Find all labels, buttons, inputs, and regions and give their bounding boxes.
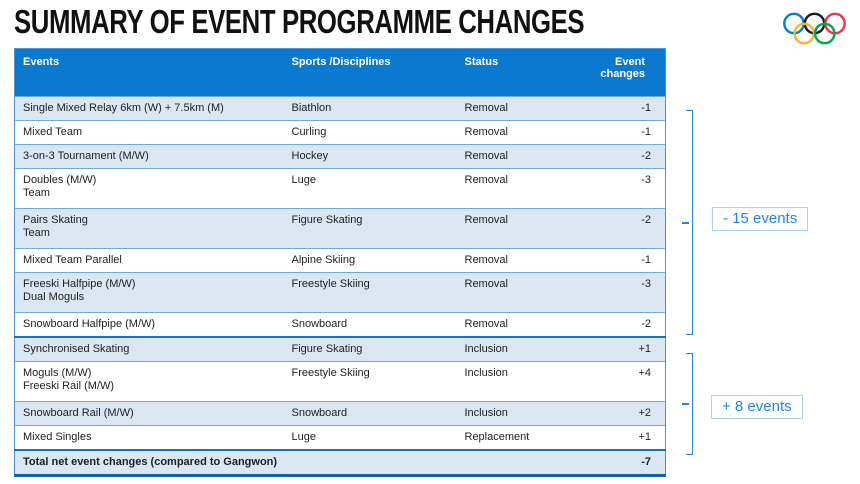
total-row: Total net event changes (compared to Gan… [14,450,666,476]
event-name-line: Dual Moguls [23,291,85,303]
event-name-line: Synchronised Skating [23,343,130,355]
sport-cell: Freestyle Skiing [283,361,457,402]
status-cell: Removal [456,312,567,337]
sport-cell: Snowboard [283,401,457,426]
total-label-cell: Total net event changes (compared to Gan… [14,450,567,476]
table-row: Doubles (M/W) Team Luge Removal -3 [14,168,666,209]
event-name-line: Snowboard Halfpipe (M/W) [23,318,156,330]
change-cell: -1 [566,248,666,273]
event-name-line: 3-on-3 Tournament (M/W) [23,150,149,162]
event-cell: Doubles (M/W) Team [14,168,284,209]
change-cell: -2 [566,312,666,337]
table-row: Pairs Skating Team Figure Skating Removal -2 [14,208,666,249]
status-cell: Removal [456,168,567,209]
event-cell: Mixed Singles [14,425,284,450]
event-cell: Synchronised Skating [14,337,284,362]
sport-cell: Curling [283,120,457,145]
status-cell: Replacement [456,425,567,450]
sport-cell: Biathlon [283,96,457,121]
page-title: SUMMARY OF EVENT PROGRAMME CHANGES [14,3,585,40]
table-row: Moguls (M/W) Freeski Rail (M/W) Freestyle … [14,361,666,402]
sport-cell: Luge [283,168,457,209]
change-cell: -3 [566,168,666,209]
table-row: Snowboard Rail (M/W) Snowboard Inclusion +2 [14,401,666,426]
change-cell: +2 [566,401,666,426]
bracket-tick [682,221,689,224]
sport-cell: Snowboard [283,312,457,337]
status-cell: Inclusion [456,401,567,426]
change-cell: -2 [566,208,666,249]
olympic-rings-icon [783,12,846,45]
event-cell: Mixed Team Parallel [14,248,284,273]
event-name-line: Pairs Skating [23,214,88,226]
col-header-events: Events [14,48,284,97]
change-cell: -1 [566,96,666,121]
event-name-line: Mixed Team [23,126,83,138]
table-row: Mixed Singles Luge Replacement +1 [14,425,666,450]
event-name-line: Snowboard Rail (M/W) [23,407,134,419]
table-row: Mixed Team Parallel Alpine Skiing Removal -… [14,248,666,273]
change-cell: +1 [566,337,666,362]
event-name-line: Team [23,187,50,199]
change-cell: -2 [566,144,666,169]
event-cell: Freeski Halfpipe (M/W) Dual Moguls [14,272,284,313]
sport-cell: Freestyle Skiing [283,272,457,313]
change-cell: +1 [566,425,666,450]
col-header-status: Status [456,48,567,97]
sport-cell: Figure Skating [283,337,457,362]
event-name-line: Mixed Singles [23,431,92,443]
event-name-line: Doubles (M/W) [23,174,97,186]
table-row: Mixed Team Curling Removal -1 [14,120,666,145]
event-cell: Snowboard Halfpipe (M/W) [14,312,284,337]
removals-bracket [682,110,693,335]
table-header-row: Events Sports /Disciplines Status Event … [14,48,666,97]
additions-bracket [682,353,693,455]
sport-cell: Luge [283,425,457,450]
status-cell: Removal [456,248,567,273]
event-cell: Single Mixed Relay 6km (W) + 7.5km (M) [14,96,284,121]
event-name-line: Moguls (M/W) [23,367,92,379]
sport-cell: Alpine Skiing [283,248,457,273]
col-header-event-changes: Event changes [566,48,666,97]
event-cell: Mixed Team [14,120,284,145]
change-cell: -3 [566,272,666,313]
event-cell: Snowboard Rail (M/W) [14,401,284,426]
status-cell: Inclusion [456,361,567,402]
event-name-line: Team [23,227,50,239]
status-cell: Removal [456,144,567,169]
event-cell: Pairs Skating Team [14,208,284,249]
event-cell: 3-on-3 Tournament (M/W) [14,144,284,169]
table-row: Snowboard Halfpipe (M/W) Snowboard Removal… [14,312,666,337]
additions-total-label: + 8 events [711,395,803,419]
event-name-line: Freeski Rail (M/W) [23,380,115,392]
event-name-line: Single Mixed Relay 6km (W) + 7.5km (M) [23,102,224,114]
table-row: 3-on-3 Tournament (M/W) Hockey Removal -2 [14,144,666,169]
status-cell: Removal [456,272,567,313]
table-row: Freeski Halfpipe (M/W) Dual Moguls Freesty… [14,272,666,313]
sport-cell: Hockey [283,144,457,169]
change-cell: +4 [566,361,666,402]
event-name-line: Freeski Halfpipe (M/W) [23,278,136,290]
removals-total-label: - 15 events [712,207,809,231]
bracket-tick [682,403,689,405]
total-value-cell: -7 [566,450,666,476]
col-header-sports: Sports /Disciplines [283,48,457,97]
event-changes-table: Events Sports /Disciplines Status Event … [14,48,666,477]
table-row: Single Mixed Relay 6km (W) + 7.5km (M) Bi… [14,96,666,121]
status-cell: Removal [456,120,567,145]
status-cell: Removal [456,96,567,121]
event-name-line: Mixed Team Parallel [23,254,122,266]
status-cell: Removal [456,208,567,249]
sport-cell: Figure Skating [283,208,457,249]
table-row: Synchronised Skating Figure Skating Inclus… [14,337,666,362]
status-cell: Inclusion [456,337,567,362]
change-cell: -1 [566,120,666,145]
event-cell: Moguls (M/W) Freeski Rail (M/W) [14,361,284,402]
